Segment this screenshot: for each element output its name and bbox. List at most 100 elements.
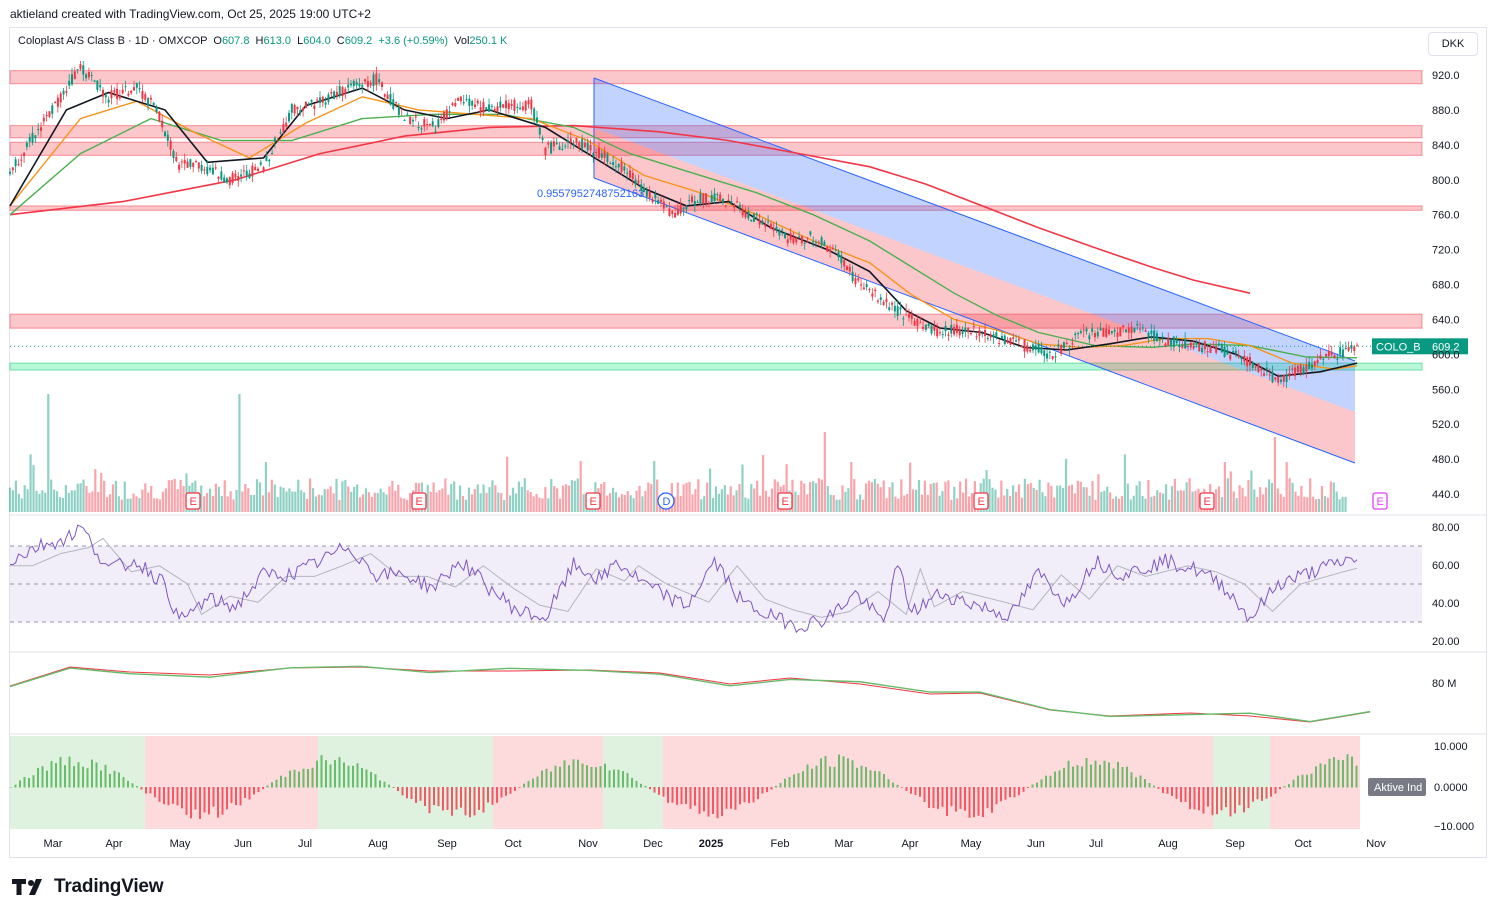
candle-body	[812, 241, 815, 243]
candle-body	[530, 99, 533, 110]
candle-body	[789, 233, 792, 240]
candle-body	[930, 325, 933, 334]
volume-bar	[506, 456, 509, 512]
oscillator-bar	[541, 770, 543, 788]
oscillator-bar	[919, 787, 921, 797]
candle-body	[581, 139, 584, 150]
candle-body	[555, 142, 558, 144]
oscillator-bar	[1270, 787, 1272, 797]
volume-bar	[653, 460, 656, 512]
oscillator-bar	[172, 787, 174, 804]
volume-bar	[1259, 487, 1262, 512]
candle-body	[54, 101, 57, 103]
candle-body	[800, 236, 803, 244]
oscillator-bar	[959, 787, 962, 809]
volume-bar	[379, 488, 382, 512]
event-marker-letter: E	[190, 496, 197, 508]
volume-bar	[176, 489, 179, 512]
candle-body	[397, 106, 400, 115]
oscillator-bar	[127, 780, 129, 788]
candle-body	[290, 104, 293, 113]
candle-body	[857, 278, 860, 281]
candle-body	[769, 223, 772, 230]
volume-bar	[11, 490, 15, 512]
oscillator-bar	[1067, 760, 1070, 788]
candle-body	[1015, 340, 1018, 342]
candle-body	[524, 101, 527, 111]
oscillator-bar	[91, 759, 93, 788]
obv-tick: 80 M	[1432, 678, 1456, 690]
candle-body	[699, 193, 702, 204]
candle-body	[282, 124, 285, 132]
oscillator-bar	[167, 787, 170, 806]
time-tick: Dec	[643, 838, 663, 850]
oscillator-bar	[289, 770, 291, 788]
volume-bar	[1323, 496, 1327, 512]
oscillator-bar	[613, 769, 615, 788]
candle-body	[203, 169, 206, 171]
volume-bar	[253, 494, 256, 512]
candle-body	[845, 266, 848, 270]
candle-body	[927, 323, 930, 326]
volume-bar	[385, 494, 388, 512]
volume-bar	[226, 496, 229, 512]
volume-bar	[341, 481, 344, 512]
volume-bar	[929, 483, 932, 512]
candle-body	[1223, 346, 1226, 357]
volume-bar	[1247, 480, 1250, 512]
rsi-ma-line	[10, 537, 1358, 618]
oscillator-bar	[1018, 787, 1020, 796]
volume-bar	[203, 496, 206, 512]
oscillator-bar	[802, 771, 804, 788]
volume-bar	[97, 492, 100, 512]
oscillator-bar	[226, 787, 228, 810]
tradingview-logo[interactable]: TradingView	[12, 876, 164, 898]
oscillator-bar	[725, 787, 728, 809]
volume-bar	[1012, 485, 1015, 512]
candle-body	[1302, 367, 1305, 374]
candle-body	[727, 199, 730, 201]
candle-body	[781, 229, 784, 231]
volume-bar	[491, 480, 494, 512]
oscillator-bar	[1261, 787, 1263, 801]
oscillator-bar	[1297, 775, 1299, 788]
oscillator-bar	[365, 769, 368, 788]
currency-button[interactable]: DKK	[1428, 32, 1478, 56]
candle-body	[871, 293, 874, 297]
oscillator-bar	[212, 787, 215, 807]
volume-bar	[1132, 495, 1135, 512]
volume-bar	[276, 497, 279, 512]
resistance-zone-2	[9, 125, 1423, 139]
volume-bar	[691, 494, 694, 512]
oscillator-bar	[1130, 772, 1133, 788]
volume-bar	[523, 478, 526, 512]
volume-bar	[909, 462, 912, 512]
volume-bar	[1267, 479, 1271, 512]
volume-bar	[1109, 492, 1112, 512]
candle-body	[817, 241, 820, 243]
candle-body	[163, 131, 166, 137]
oscillator-bar	[622, 771, 624, 788]
candle-body	[1051, 356, 1054, 359]
candle-body	[1172, 336, 1175, 348]
volume-bar	[809, 481, 812, 512]
volume-bar	[232, 499, 235, 512]
volume-bar	[520, 486, 523, 512]
price-tick: 600.0	[1432, 349, 1460, 361]
oscillator-bar	[118, 772, 120, 788]
candle-body	[76, 69, 79, 71]
candle-body	[335, 91, 338, 97]
oscillator-bar	[1189, 787, 1191, 810]
price-tick: 680.0	[1432, 280, 1460, 292]
volume-bar	[1317, 498, 1321, 512]
price-tick: 760.0	[1432, 210, 1460, 222]
oscillator-bar	[527, 780, 530, 788]
candle-body	[820, 237, 823, 246]
channel-upper-fill	[594, 78, 1355, 412]
volume-bar	[1335, 491, 1338, 512]
oscillator-bar	[901, 787, 903, 788]
volume-bar	[1173, 478, 1176, 512]
oscillator-bar	[1004, 787, 1007, 800]
candle-body	[772, 228, 775, 231]
